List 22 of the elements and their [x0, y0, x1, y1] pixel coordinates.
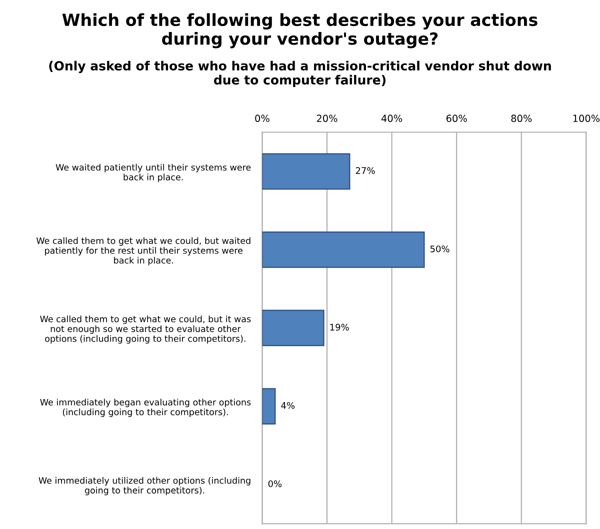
bar	[262, 310, 324, 346]
x-tick-label: 40%	[381, 114, 402, 122]
data-label: 27%	[356, 167, 375, 174]
y-tick-label: We called them to get what we could, but waited patiently for the rest until their systems were back in place.	[36, 237, 250, 266]
x-tick-label: 60%	[446, 114, 467, 122]
y-tick-label: We waited patiently until their systems were back in place.	[56, 164, 251, 182]
x-tick-label: 100%	[573, 114, 600, 122]
data-label: 50%	[430, 245, 450, 252]
bar	[262, 232, 425, 268]
chart-subtitle: (Only asked of those who have had a mission-critical vendor shut down due to computer failure)	[49, 60, 551, 88]
y-tick-label: We immediately began evaluating other options (including going to their competitors).	[40, 398, 251, 417]
data-label: 4%	[281, 402, 295, 409]
chart-title: Which of the following best describes your actions during your vendor's outage?	[62, 13, 538, 48]
data-label: 0%	[268, 480, 282, 488]
bar	[262, 388, 276, 424]
x-tick-label: 80%	[511, 114, 532, 122]
data-label: 19%	[330, 324, 349, 331]
y-tick-label: We immediately utilized other options (including going to their competitors).	[38, 477, 250, 496]
bar	[262, 153, 350, 190]
y-tick-label: We called them to get what we could, but it was not enough so we started to evaluate other options (including going to their competitors).	[40, 316, 251, 344]
x-tick-label: 20%	[316, 114, 338, 122]
x-tick-label: 0%	[255, 114, 270, 122]
